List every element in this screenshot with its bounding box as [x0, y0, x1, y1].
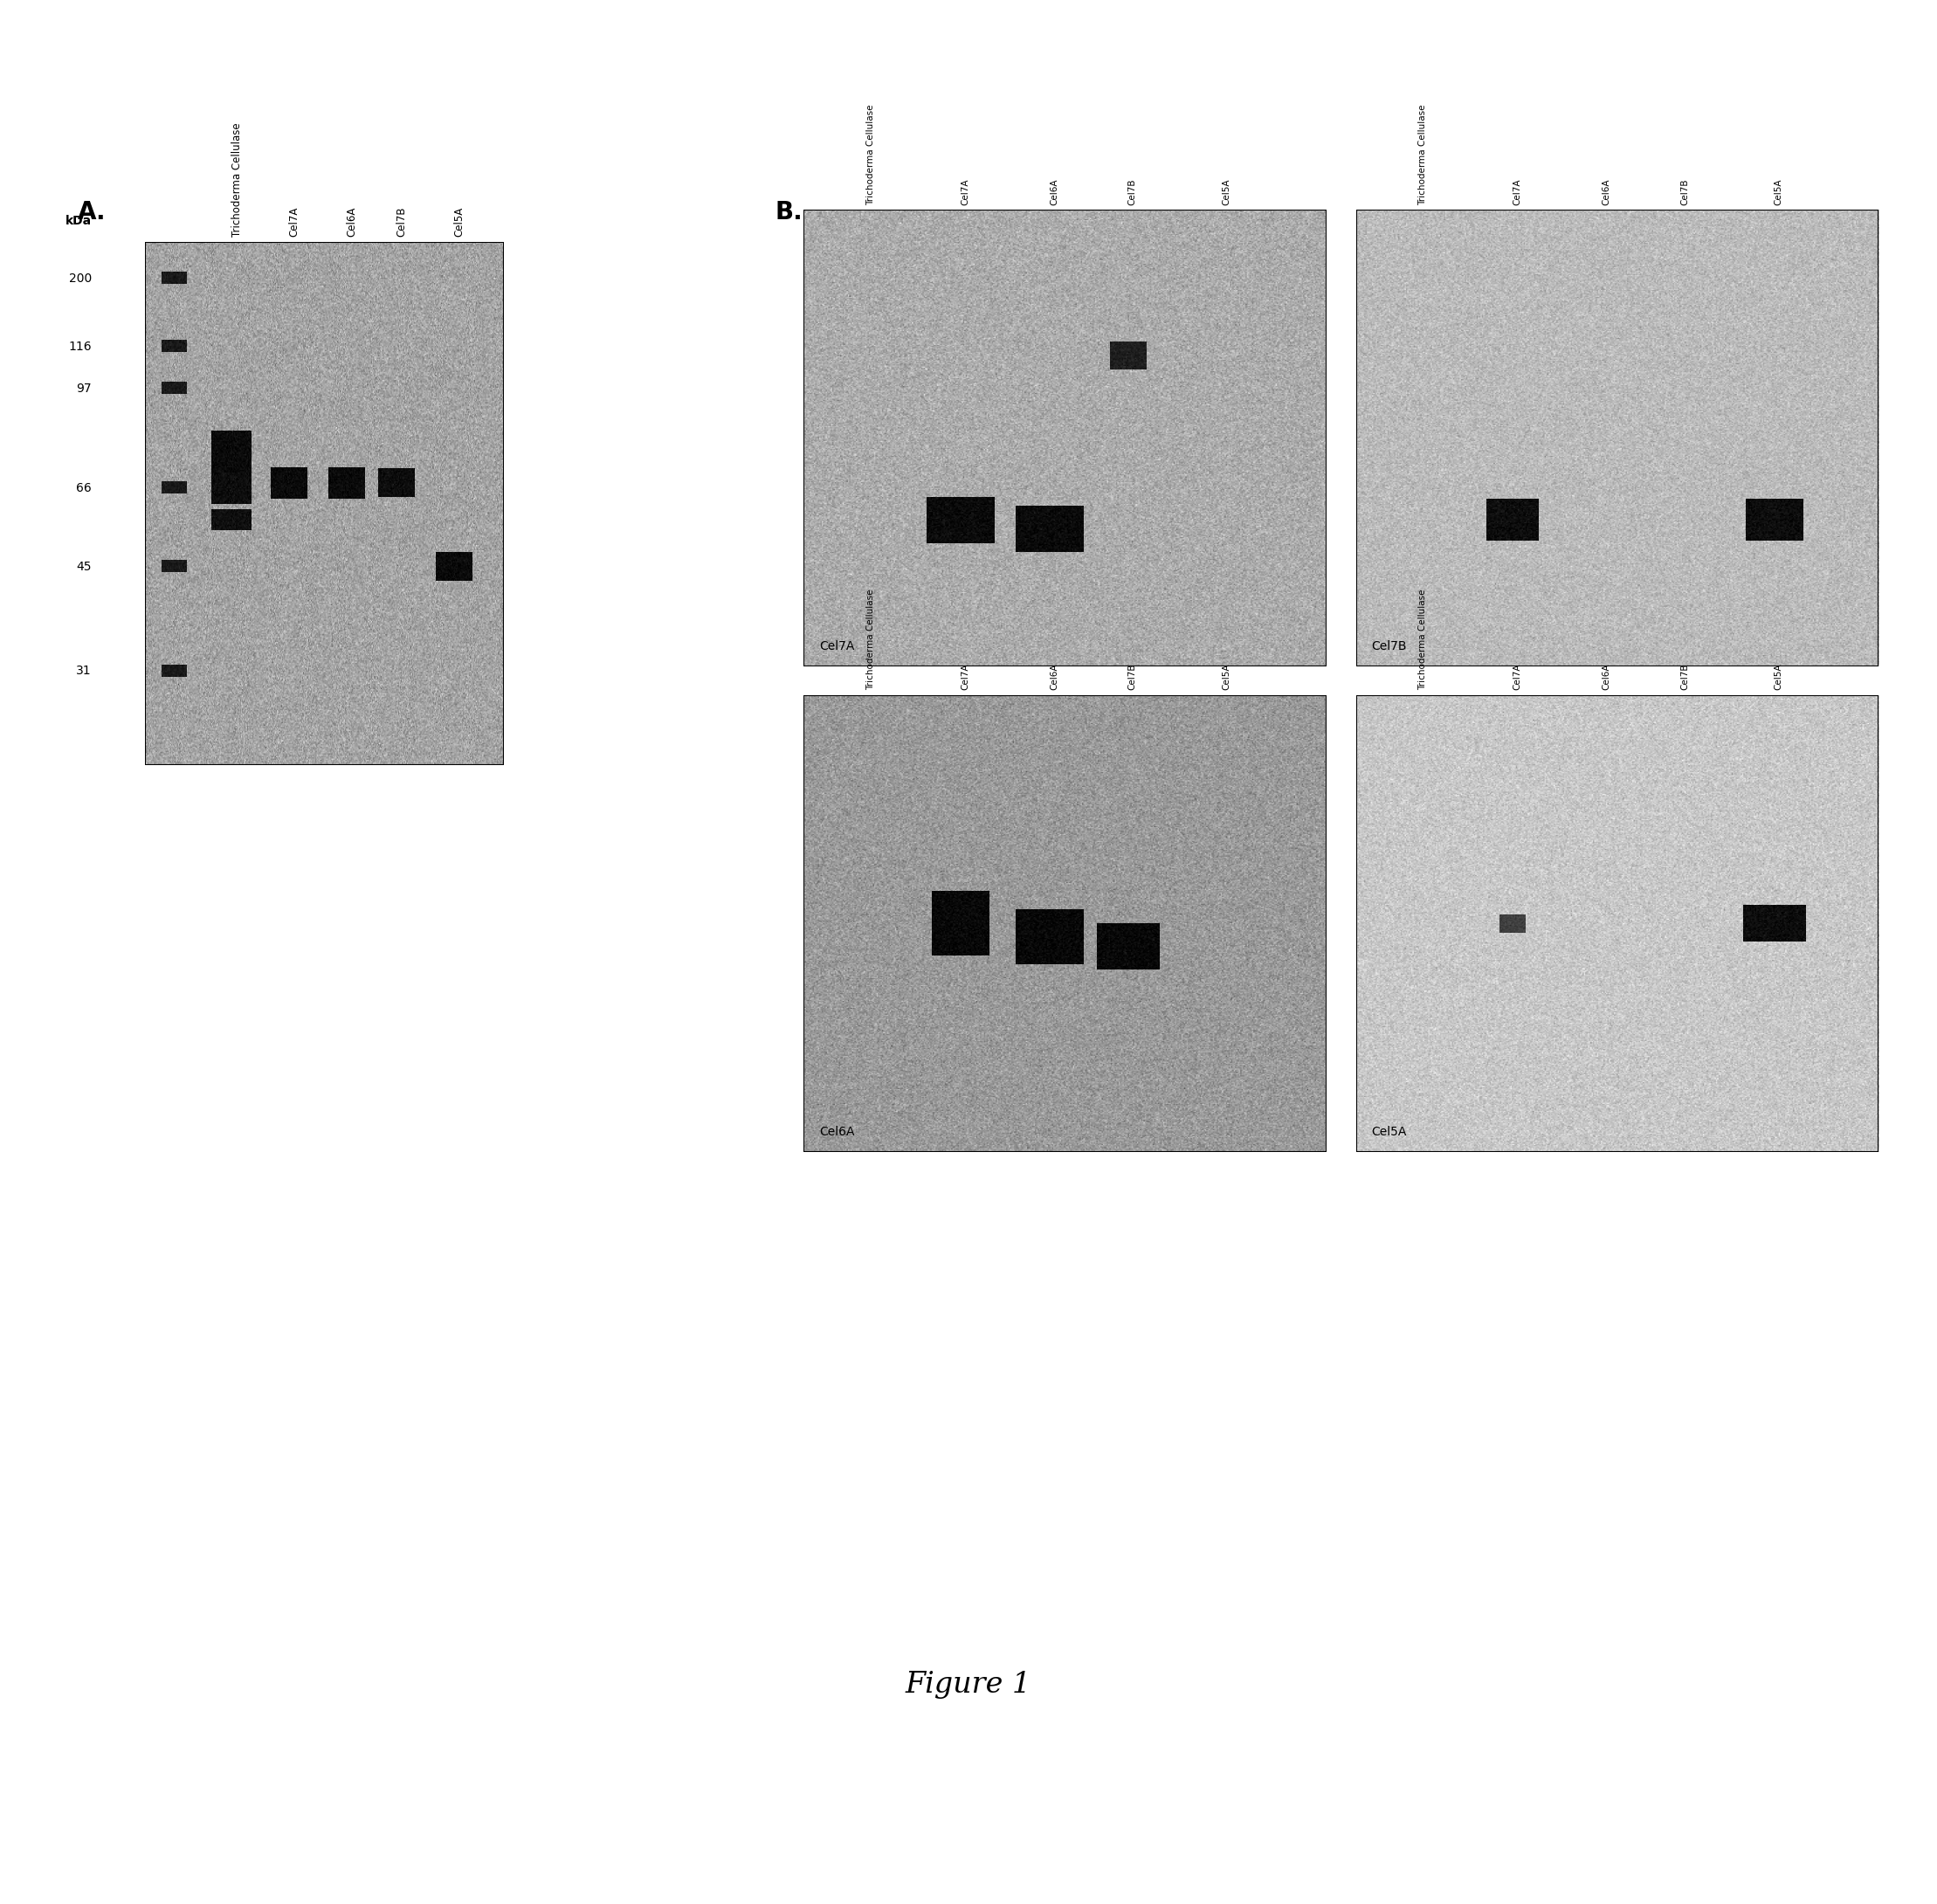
Text: 45: 45: [76, 560, 91, 573]
Text: Cel6A: Cel6A: [1050, 179, 1058, 206]
Text: Cel7A: Cel7A: [1513, 179, 1522, 206]
Text: 116: 116: [68, 341, 91, 352]
Text: Trichoderma Cellulase: Trichoderma Cellulase: [866, 105, 876, 206]
Text: Cel6A: Cel6A: [1050, 664, 1058, 691]
Text: Cel7B: Cel7B: [1127, 179, 1137, 206]
Text: B.: B.: [775, 200, 802, 225]
Text: Trichoderma Cellulase: Trichoderma Cellulase: [1418, 105, 1428, 206]
Text: Cel5A: Cel5A: [1222, 179, 1232, 206]
Text: Cel7A: Cel7A: [819, 640, 854, 653]
Text: Cel5A: Cel5A: [1222, 664, 1232, 691]
Text: Cel7A: Cel7A: [1513, 664, 1522, 691]
Text: Cel6A: Cel6A: [819, 1125, 854, 1139]
Text: Cel7B: Cel7B: [1679, 664, 1689, 691]
Text: Cel7B: Cel7B: [1679, 179, 1689, 206]
Text: Cel7B: Cel7B: [1127, 664, 1137, 691]
Text: Cel5A: Cel5A: [453, 208, 465, 236]
Text: Figure 1: Figure 1: [905, 1672, 1032, 1698]
Text: Cel7B: Cel7B: [395, 206, 407, 236]
Text: Trichoderma Cellulase: Trichoderma Cellulase: [866, 590, 876, 691]
Text: Trichoderma Cellulase: Trichoderma Cellulase: [1418, 590, 1428, 691]
Text: Cel6A: Cel6A: [1602, 179, 1610, 206]
Text: Cel7B: Cel7B: [1371, 640, 1406, 653]
Text: 66: 66: [76, 482, 91, 493]
Text: Cel5A: Cel5A: [1371, 1125, 1406, 1139]
Text: 97: 97: [76, 383, 91, 394]
Text: kDa: kDa: [66, 215, 91, 227]
Text: Cel6A: Cel6A: [1602, 664, 1610, 691]
Text: 31: 31: [76, 664, 91, 678]
Text: A.: A.: [77, 200, 107, 225]
Text: Cel5A: Cel5A: [1774, 179, 1784, 206]
Text: Cel7A: Cel7A: [961, 179, 970, 206]
Text: Trichoderma Cellulase: Trichoderma Cellulase: [231, 122, 242, 236]
Text: Cel6A: Cel6A: [347, 206, 356, 236]
Text: Cel5A: Cel5A: [1774, 664, 1784, 691]
Text: Cel7A: Cel7A: [289, 206, 300, 236]
Text: Cel7A: Cel7A: [961, 664, 970, 691]
Text: 200: 200: [68, 272, 91, 284]
